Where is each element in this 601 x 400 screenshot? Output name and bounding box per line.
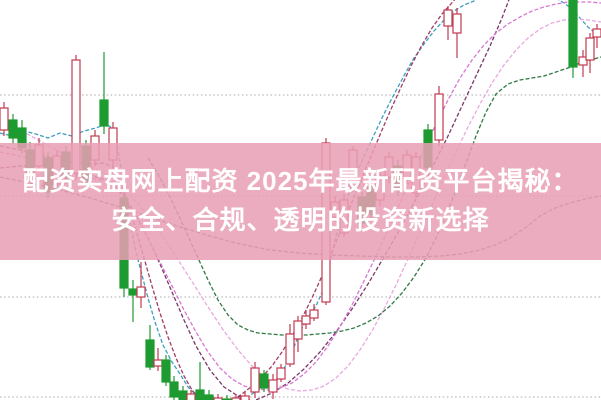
candle-body (301, 315, 311, 325)
candle-body (443, 9, 453, 27)
candle-body (161, 359, 171, 383)
ma-line-ma60 (147, 56, 601, 336)
candle-body (186, 393, 196, 400)
candle-body (578, 56, 588, 66)
candle-body (0, 107, 9, 131)
candle-body (204, 394, 214, 400)
candle-body (452, 13, 462, 34)
candle-body (259, 373, 269, 389)
candle-body (169, 381, 179, 398)
candle-body (136, 286, 146, 298)
candle-body (240, 395, 250, 400)
candle-body (213, 397, 223, 400)
candle-body (153, 359, 163, 367)
candle-body (128, 288, 138, 296)
headline-banner: 配资实盘网上配资 2025年最新配资平台揭秘： 安全、合规、透明的投资新选择 (0, 143, 601, 260)
headline-line-2: 安全、合规、透明的投资新选择 (111, 205, 490, 235)
candle-body (231, 397, 241, 400)
candle-body (8, 119, 18, 139)
candle-body (592, 28, 601, 38)
candle-body (250, 367, 260, 393)
candle-body (178, 390, 188, 400)
candle-body (145, 339, 155, 368)
candle-body (293, 320, 303, 340)
candle-body (434, 93, 444, 141)
candle-body (285, 333, 295, 365)
headline-line-1: 配资实盘网上配资 2025年最新配资平台揭秘： (22, 166, 579, 197)
candle-body (568, 0, 578, 68)
ma-line-ma120 (0, 18, 601, 392)
candle-body (195, 389, 205, 400)
candle-body (276, 367, 286, 380)
candle-body (585, 37, 595, 61)
candle-body (268, 379, 278, 393)
candle-body (309, 309, 319, 319)
candle-body (99, 99, 109, 127)
